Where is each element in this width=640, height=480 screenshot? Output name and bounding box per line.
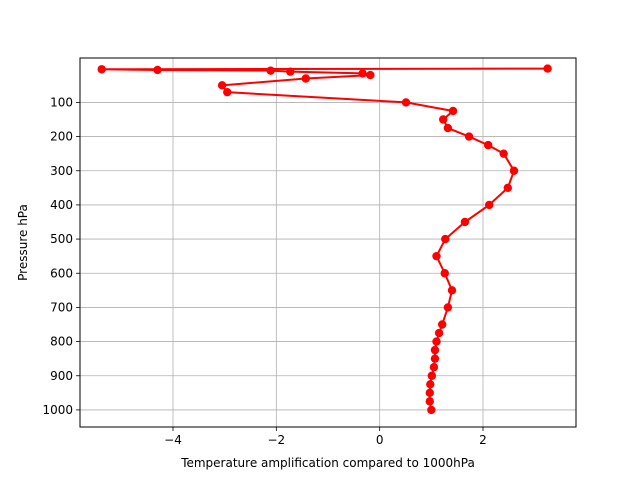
data-point (443, 303, 453, 312)
data-point (432, 251, 441, 261)
data-point (447, 286, 457, 295)
y-tick-label: 400 (50, 198, 73, 212)
data-point (483, 140, 493, 150)
data-point (437, 320, 447, 329)
y-tick-label: 700 (50, 300, 73, 314)
data-point (427, 405, 436, 415)
data-point (427, 371, 437, 380)
x-tick-label: −2 (267, 433, 285, 447)
data-point (448, 106, 458, 116)
data-series (97, 64, 552, 415)
data-point (503, 183, 512, 193)
data-point (425, 397, 434, 406)
y-axis-label: Pressure hPa (16, 204, 30, 281)
x-tick-label: 2 (479, 433, 487, 447)
data-point (443, 123, 453, 133)
data-point (430, 354, 440, 363)
y-tick-label: 200 (50, 130, 73, 144)
y-tick-label: 900 (50, 369, 73, 383)
y-tick-label: 600 (50, 266, 73, 280)
y-tick-label: 800 (50, 335, 73, 349)
plot-frame (79, 57, 577, 428)
data-point (429, 363, 439, 372)
data-point (509, 166, 519, 175)
y-tick-label: 1000 (42, 403, 73, 417)
data-point (434, 328, 444, 338)
data-point (266, 66, 275, 75)
data-point (153, 65, 162, 75)
data-point (432, 337, 441, 346)
data-point (441, 234, 450, 244)
data-point (97, 65, 106, 74)
y-tick-label: 100 (50, 95, 73, 109)
data-point (301, 74, 310, 83)
data-point (426, 380, 435, 389)
grid (80, 58, 576, 427)
data-point (217, 81, 227, 90)
data-point (543, 64, 552, 73)
data-point (439, 115, 448, 124)
y-tick-label: 300 (50, 164, 73, 178)
x-axis-label: Temperature amplification compared to 10… (180, 456, 475, 470)
data-point (223, 87, 232, 97)
data-point (425, 388, 434, 398)
axis-ticks: −4 −2 0 2 100 200 300 400 500 600 700 800 900 1000 (42, 95, 486, 447)
y-tick-label: 500 (50, 232, 73, 246)
data-point (460, 217, 470, 227)
data-point (485, 200, 494, 210)
data-point (401, 98, 411, 107)
data-point (358, 69, 367, 78)
data-point (286, 67, 295, 76)
data-point (366, 70, 375, 80)
data-point (430, 345, 440, 355)
data-point (499, 149, 508, 158)
x-tick-label: −4 (164, 433, 182, 447)
data-point (464, 132, 474, 141)
data-point (440, 269, 449, 278)
x-tick-label: 0 (376, 433, 384, 447)
